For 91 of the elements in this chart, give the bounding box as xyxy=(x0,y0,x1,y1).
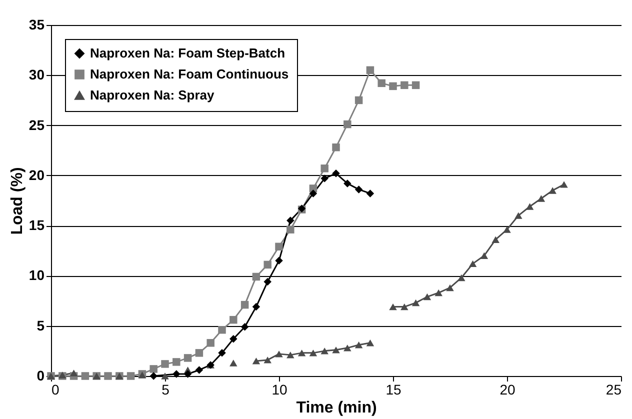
point xyxy=(218,349,226,357)
point xyxy=(400,81,408,90)
y-tick-label: 10 xyxy=(28,267,45,284)
point xyxy=(298,350,306,356)
point xyxy=(172,358,180,366)
point xyxy=(366,66,374,74)
y-tick-label: 35 xyxy=(28,16,45,32)
point xyxy=(332,346,340,354)
point xyxy=(184,370,192,378)
legend-label: Naproxen Na: Foam Continuous xyxy=(90,66,289,82)
point xyxy=(206,339,214,347)
point xyxy=(275,242,283,251)
point xyxy=(161,360,169,368)
x-tick-label: 5 xyxy=(162,382,170,398)
legend-label: Naproxen Na: Spray xyxy=(90,88,216,102)
point xyxy=(366,190,374,198)
point xyxy=(458,274,466,282)
point xyxy=(195,349,204,357)
point xyxy=(184,354,192,362)
point xyxy=(81,372,90,380)
point xyxy=(446,284,454,292)
point xyxy=(560,181,568,188)
point xyxy=(526,203,534,210)
point xyxy=(354,96,363,104)
point xyxy=(434,289,442,296)
point xyxy=(366,340,374,346)
point xyxy=(264,278,272,286)
point xyxy=(70,370,78,376)
point xyxy=(468,260,477,268)
point xyxy=(240,300,249,309)
point xyxy=(354,342,363,348)
point xyxy=(230,360,238,366)
y-tick-label: 0 xyxy=(36,368,45,384)
point xyxy=(503,226,511,233)
point xyxy=(389,82,397,90)
point xyxy=(150,365,158,373)
point xyxy=(309,190,318,198)
point xyxy=(412,299,420,306)
point xyxy=(240,322,249,331)
y-tick-label: 5 xyxy=(36,317,45,334)
point xyxy=(309,350,318,356)
point xyxy=(320,174,328,182)
x-tick-label: 15 xyxy=(386,382,402,398)
y-tick-label: 30 xyxy=(28,66,45,83)
point xyxy=(492,236,500,243)
point xyxy=(161,372,169,380)
point xyxy=(354,186,363,194)
point xyxy=(218,326,226,334)
y-tick-label: 25 xyxy=(28,116,45,133)
point xyxy=(230,316,238,324)
point xyxy=(389,303,397,310)
point xyxy=(252,272,260,281)
point xyxy=(275,256,283,265)
point xyxy=(126,372,135,380)
point xyxy=(320,164,328,172)
point xyxy=(320,348,328,354)
point xyxy=(378,79,386,88)
point xyxy=(104,372,112,380)
y-tick-label: 20 xyxy=(28,166,45,183)
point xyxy=(480,252,488,260)
point xyxy=(264,260,272,269)
point xyxy=(150,372,158,380)
y-tick-label: 15 xyxy=(28,217,45,234)
x-tick-label: 25 xyxy=(606,382,622,398)
x-tick-label: 0 xyxy=(52,382,60,398)
point xyxy=(172,370,180,378)
point xyxy=(514,212,522,219)
point xyxy=(230,335,238,343)
point xyxy=(252,358,260,364)
point xyxy=(195,366,204,374)
point xyxy=(400,303,408,310)
point xyxy=(275,350,283,358)
point xyxy=(344,180,352,188)
point xyxy=(286,216,294,224)
point xyxy=(548,187,556,194)
point xyxy=(286,226,294,234)
point xyxy=(252,302,260,311)
point xyxy=(412,81,420,90)
point xyxy=(537,195,546,202)
point xyxy=(332,170,340,178)
point xyxy=(264,356,272,364)
x-tick-label: 10 xyxy=(272,382,288,398)
point xyxy=(344,344,352,352)
x-tick-label: 20 xyxy=(500,382,516,398)
x-axis-title: Time (min) xyxy=(296,400,377,416)
legend-label: Naproxen Na: Foam Step-Batch xyxy=(90,46,286,60)
point xyxy=(332,143,340,152)
point xyxy=(423,293,432,300)
point xyxy=(286,352,294,358)
y-axis-title: Load (%) xyxy=(8,167,26,235)
point xyxy=(344,120,352,128)
